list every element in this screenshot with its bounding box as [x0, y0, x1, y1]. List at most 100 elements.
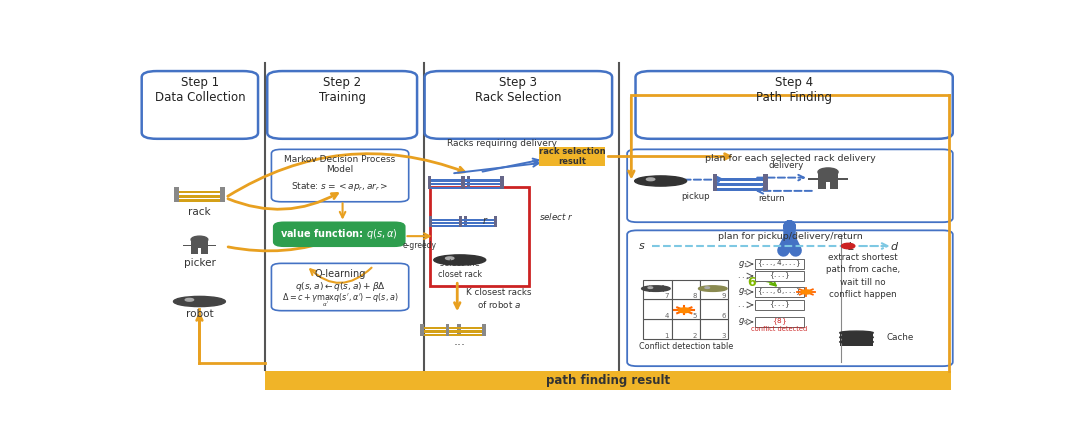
- Bar: [755, 271, 804, 281]
- Bar: [220, 187, 225, 202]
- Bar: [500, 176, 503, 189]
- Bar: [713, 174, 717, 191]
- Bar: [446, 324, 449, 336]
- Bar: [431, 179, 467, 182]
- Bar: [462, 225, 494, 227]
- Bar: [672, 319, 700, 339]
- Ellipse shape: [186, 298, 193, 301]
- Bar: [717, 188, 764, 191]
- Bar: [717, 183, 764, 186]
- Bar: [467, 176, 470, 189]
- Bar: [461, 176, 464, 189]
- Ellipse shape: [648, 287, 652, 288]
- Bar: [178, 199, 220, 202]
- Text: select $r$: select $r$: [539, 211, 575, 222]
- FancyBboxPatch shape: [267, 71, 417, 139]
- Text: picker: picker: [184, 258, 215, 268]
- Text: value function: $q(s, \alpha)$: value function: $q(s, \alpha)$: [281, 227, 397, 241]
- Text: pickup: pickup: [681, 192, 711, 201]
- Text: e-greedy: e-greedy: [403, 241, 436, 250]
- Text: K closest racks
of robot $a$: K closest racks of robot $a$: [467, 288, 531, 310]
- Bar: [831, 181, 838, 189]
- Text: 6: 6: [747, 276, 756, 289]
- Bar: [423, 334, 457, 336]
- Bar: [755, 300, 804, 310]
- Text: $\{...\}$: $\{...\}$: [769, 271, 791, 281]
- Text: rack selection
result: rack selection result: [539, 147, 605, 166]
- Ellipse shape: [647, 178, 654, 181]
- FancyBboxPatch shape: [271, 149, 408, 202]
- Text: path finding result: path finding result: [545, 374, 670, 387]
- Text: Cache: Cache: [887, 333, 914, 343]
- Text: Q-learning: Q-learning: [314, 269, 366, 279]
- Ellipse shape: [699, 286, 727, 291]
- Bar: [700, 299, 728, 319]
- Bar: [207, 245, 216, 246]
- Bar: [457, 324, 460, 336]
- Bar: [483, 324, 486, 336]
- Text: delivery: delivery: [769, 161, 804, 170]
- Bar: [643, 319, 672, 339]
- Text: $g_5$: $g_5$: [739, 286, 748, 297]
- Text: 8: 8: [692, 293, 697, 300]
- Circle shape: [818, 168, 838, 176]
- Bar: [838, 178, 848, 180]
- Text: $s$: $s$: [637, 241, 645, 251]
- Text: 2: 2: [692, 333, 697, 339]
- Bar: [449, 327, 483, 329]
- Text: rack: rack: [188, 207, 211, 217]
- Text: $...$: $...$: [738, 271, 750, 281]
- Text: Step 3
Rack Selection: Step 3 Rack Selection: [475, 76, 562, 104]
- Ellipse shape: [840, 335, 874, 339]
- Text: $q(s,a) \leftarrow q(s,a) + \beta\Delta$: $q(s,a) \leftarrow q(s,a) + \beta\Delta$: [295, 280, 386, 293]
- Text: Step 1
Data Collection: Step 1 Data Collection: [154, 76, 245, 104]
- Text: robot: robot: [186, 309, 213, 319]
- Bar: [462, 222, 494, 224]
- Bar: [643, 299, 672, 319]
- Text: $\Delta = c + \gamma\max_{\alpha'} q(s', \alpha') - q(s,a)$: $\Delta = c + \gamma\max_{\alpha'} q(s',…: [282, 291, 399, 309]
- FancyBboxPatch shape: [627, 230, 953, 366]
- Text: 5: 5: [692, 313, 697, 319]
- Text: $\{...\}$: $\{...\}$: [769, 300, 791, 310]
- Text: $...$: $...$: [738, 301, 750, 309]
- Text: Step 2
Training: Step 2 Training: [319, 76, 366, 104]
- Bar: [178, 195, 220, 198]
- Bar: [700, 280, 728, 299]
- Bar: [423, 331, 457, 333]
- Circle shape: [191, 236, 207, 243]
- Text: $\{..., 4, ...\}$: $\{..., 4, ...\}$: [757, 259, 801, 269]
- Text: return: return: [758, 194, 784, 202]
- Bar: [494, 216, 497, 227]
- Bar: [174, 187, 178, 202]
- Text: Conflict detection table: Conflict detection table: [638, 342, 733, 351]
- Ellipse shape: [642, 286, 670, 291]
- Bar: [459, 216, 462, 227]
- Bar: [672, 299, 700, 319]
- Bar: [429, 216, 432, 227]
- Bar: [464, 187, 500, 189]
- Bar: [183, 245, 191, 246]
- Bar: [432, 222, 463, 224]
- Bar: [464, 183, 500, 185]
- Bar: [717, 178, 764, 181]
- Bar: [755, 259, 804, 269]
- Ellipse shape: [705, 287, 710, 288]
- Circle shape: [678, 308, 690, 312]
- Ellipse shape: [434, 255, 486, 265]
- Ellipse shape: [174, 297, 226, 307]
- Text: Racks requiring delivery: Racks requiring delivery: [447, 139, 556, 149]
- Bar: [464, 179, 500, 182]
- Text: $t = 4$: $t = 4$: [647, 283, 666, 294]
- FancyBboxPatch shape: [271, 263, 408, 311]
- Bar: [432, 225, 463, 227]
- FancyBboxPatch shape: [141, 71, 258, 139]
- Bar: [818, 181, 826, 189]
- Ellipse shape: [840, 331, 874, 335]
- Bar: [420, 324, 423, 336]
- FancyBboxPatch shape: [635, 71, 953, 139]
- Bar: [191, 240, 207, 248]
- Bar: [201, 247, 207, 254]
- Text: plan for each selected rack delivery: plan for each selected rack delivery: [704, 154, 875, 163]
- Text: select the
closet rack: select the closet rack: [437, 259, 482, 279]
- Bar: [431, 187, 529, 286]
